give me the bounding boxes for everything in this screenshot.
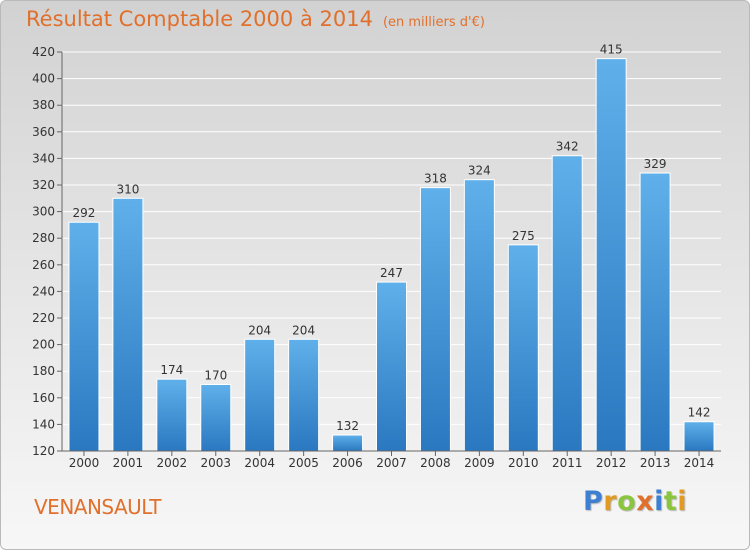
chart-title: Résultat Comptable 2000 à 2014 (en millie… <box>26 7 485 31</box>
bar-2002 <box>156 378 188 452</box>
logo-letter: o <box>617 486 637 517</box>
bar-2009 <box>463 179 495 452</box>
value-label-2007: 247 <box>380 266 403 280</box>
logo-letter: r <box>603 486 618 517</box>
bar-2010 <box>507 244 539 452</box>
y-tick-label: 200 <box>32 338 55 352</box>
bar-2001 <box>112 197 144 452</box>
logo-letter: x <box>636 486 655 517</box>
bar-2004 <box>244 338 276 452</box>
bar-2008 <box>419 187 451 452</box>
y-tick-label: 320 <box>32 178 55 192</box>
y-tick-label: 120 <box>32 444 55 458</box>
bar-2012 <box>595 58 627 452</box>
x-tick-label-2013: 2013 <box>640 456 671 470</box>
bar-2006 <box>332 434 364 452</box>
value-label-2005: 204 <box>292 323 315 337</box>
x-tick-label-2011: 2011 <box>552 456 583 470</box>
x-tick-label-2012: 2012 <box>596 456 627 470</box>
bar-2003 <box>200 384 232 452</box>
y-tick-label: 220 <box>32 311 55 325</box>
value-label-2008: 318 <box>424 172 447 186</box>
x-tick-label-2006: 2006 <box>332 456 363 470</box>
x-tick-label-2002: 2002 <box>157 456 188 470</box>
x-tick-label-2008: 2008 <box>420 456 451 470</box>
y-tick-label: 280 <box>32 231 55 245</box>
y-tick-label: 300 <box>32 205 55 219</box>
bars <box>68 58 715 452</box>
place-name: VENANSAULT <box>34 495 161 519</box>
value-label-2013: 329 <box>644 157 667 171</box>
x-tick-label-2010: 2010 <box>508 456 539 470</box>
value-label-2004: 204 <box>248 323 271 337</box>
y-tick-label: 420 <box>32 45 55 59</box>
logo-letter: i <box>677 486 688 517</box>
bar-2011 <box>551 155 583 452</box>
value-label-2012: 415 <box>600 43 623 57</box>
x-axis: 2000 2001 2002 2003 2004 2005 2006 2007 2008 2009… <box>62 450 721 470</box>
bar-2013 <box>639 172 671 452</box>
y-axis: 120 140 160 180 200 220 240 260 280 300 320 340 360 3… <box>32 45 63 458</box>
x-tick-label-2003: 2003 <box>200 456 231 470</box>
y-tick-label: 240 <box>32 284 55 298</box>
value-label-2014: 142 <box>688 406 711 420</box>
chart-title-text: Résultat Comptable 2000 à 2014 <box>26 7 373 31</box>
y-tick-label: 160 <box>32 391 55 405</box>
y-tick-label: 140 <box>32 417 55 431</box>
value-label-2002: 174 <box>160 363 183 377</box>
logo-letter: i <box>654 486 664 517</box>
y-tick-label: 340 <box>32 151 55 165</box>
bar-2014 <box>683 421 715 452</box>
logo-letter: P <box>583 486 604 517</box>
value-label-2006: 132 <box>336 419 359 433</box>
y-tick-label: 360 <box>32 125 55 139</box>
value-label-2010: 275 <box>512 229 535 243</box>
x-tick-label-2007: 2007 <box>376 456 407 470</box>
y-tick-label: 400 <box>32 72 55 86</box>
x-tick-label-2014: 2014 <box>684 456 715 470</box>
x-tick-label-2009: 2009 <box>464 456 495 470</box>
value-label-2009: 324 <box>468 164 491 178</box>
x-tick-label-2000: 2000 <box>69 456 100 470</box>
bar-2000 <box>68 221 100 452</box>
y-tick-label: 380 <box>32 98 55 112</box>
value-labels: 292 310 174 170 204 204 132 247 318 324 275 342 415 3… <box>73 43 711 433</box>
x-tick-label-2005: 2005 <box>288 456 319 470</box>
proxiti-logo: Proxiti <box>583 486 687 517</box>
bar-2007 <box>376 281 407 452</box>
value-label-2011: 342 <box>556 140 579 154</box>
logo-letter: t <box>663 486 678 517</box>
chart-subtitle: (en milliers d'€) <box>382 15 485 30</box>
x-tick-label-2001: 2001 <box>113 456 144 470</box>
y-tick-label: 180 <box>32 364 55 378</box>
value-label-2003: 170 <box>204 369 227 383</box>
value-label-2000: 292 <box>73 206 96 220</box>
x-tick-label-2004: 2004 <box>244 456 275 470</box>
bar-2005 <box>288 338 320 452</box>
value-label-2001: 310 <box>116 182 139 196</box>
y-tick-label: 260 <box>32 258 55 272</box>
